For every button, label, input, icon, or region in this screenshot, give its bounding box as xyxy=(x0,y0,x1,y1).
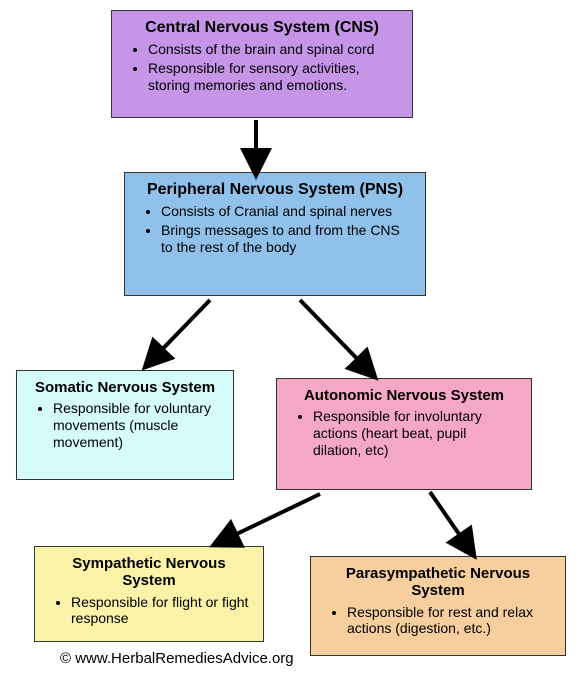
bullet-item: Responsible for flight or fight response xyxy=(71,594,249,628)
node-autonomic-title: Autonomic Nervous System xyxy=(291,387,517,404)
node-cns-title: Central Nervous System (CNS) xyxy=(126,19,398,37)
node-pns-bullets: Consists of Cranial and spinal nerves Bri… xyxy=(139,203,411,255)
bullet-item: Consists of Cranial and spinal nerves xyxy=(161,203,411,220)
node-cns-bullets: Consists of the brain and spinal cord Res… xyxy=(126,41,398,93)
node-pns: Peripheral Nervous System (PNS) Consists… xyxy=(124,172,426,296)
edge-pns-somatic xyxy=(150,300,210,362)
bullet-item: Consists of the brain and spinal cord xyxy=(148,41,398,58)
node-parasympathetic-bullets: Responsible for rest and relax actions (… xyxy=(325,604,551,638)
node-sympathetic: Sympathetic Nervous System Responsible f… xyxy=(34,546,264,642)
node-sympathetic-bullets: Responsible for flight or fight response xyxy=(49,594,249,628)
node-somatic-title: Somatic Nervous System xyxy=(31,379,219,396)
bullet-item: Responsible for voluntary movements (mus… xyxy=(53,400,219,450)
edge-autonomic-parasympathetic xyxy=(430,492,470,550)
node-parasympathetic-title: Parasympathetic Nervous System xyxy=(325,565,551,600)
node-somatic: Somatic Nervous System Responsible for v… xyxy=(16,370,234,480)
node-autonomic-bullets: Responsible for involuntary actions (hea… xyxy=(291,408,517,458)
node-cns: Central Nervous System (CNS) Consists of… xyxy=(111,10,413,118)
node-pns-title: Peripheral Nervous System (PNS) xyxy=(139,181,411,199)
bullet-item: Responsible for sensory activities, stor… xyxy=(148,60,398,94)
node-autonomic: Autonomic Nervous System Responsible for… xyxy=(276,378,532,490)
copyright-text: © www.HerbalRemediesAdvice.org xyxy=(60,650,294,667)
bullet-item: Responsible for involuntary actions (hea… xyxy=(313,408,517,458)
node-sympathetic-title: Sympathetic Nervous System xyxy=(49,555,249,590)
bullet-item: Brings messages to and from the CNS to t… xyxy=(161,222,411,256)
node-somatic-bullets: Responsible for voluntary movements (mus… xyxy=(31,400,219,450)
node-parasympathetic: Parasympathetic Nervous System Responsib… xyxy=(310,556,566,656)
bullet-item: Responsible for rest and relax actions (… xyxy=(347,604,551,638)
edge-pns-autonomic xyxy=(300,300,370,372)
edge-autonomic-sympathetic xyxy=(220,494,320,542)
